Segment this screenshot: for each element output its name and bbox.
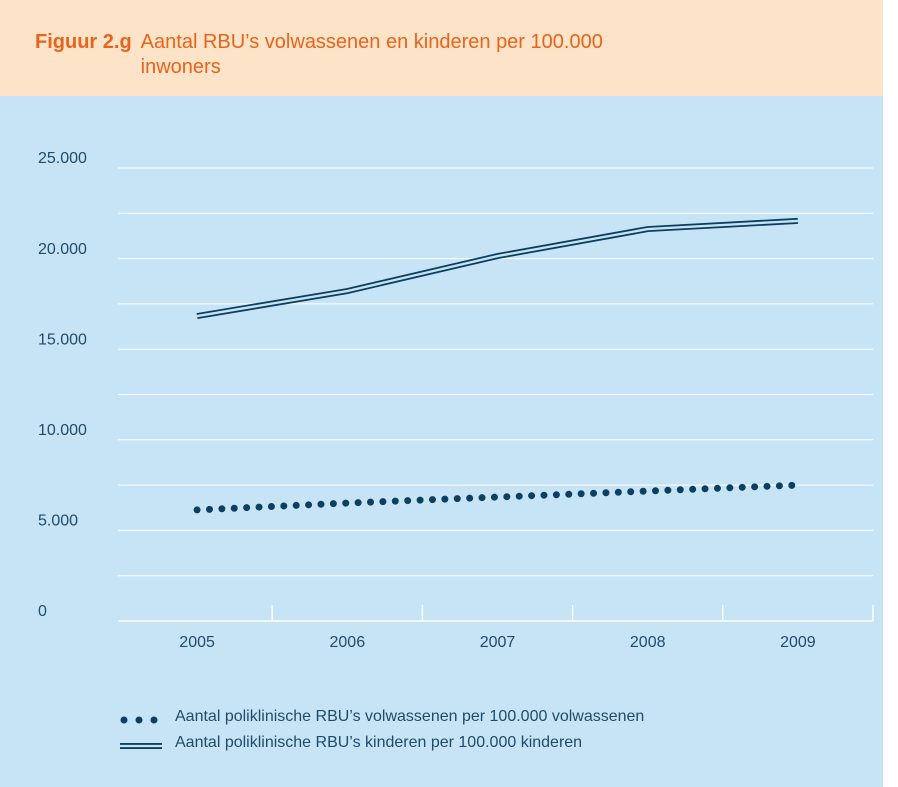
figure-label: Figuur 2.g: [35, 31, 132, 53]
y-tick-label: 20.000: [38, 241, 87, 258]
x-tick-label: 2009: [780, 634, 816, 651]
y-tick-label: 5.000: [38, 513, 78, 530]
x-tick-label: 2005: [179, 634, 215, 651]
y-tick-label: 0: [38, 603, 47, 620]
y-tick-label: 25.000: [38, 150, 87, 167]
header: Figuur 2.g Aantal RBU’s volwassenen en k…: [0, 0, 883, 96]
y-tick-label: 15.000: [38, 331, 87, 348]
y-tick-label: 10.000: [38, 422, 87, 439]
chart-title: Aantal RBU’s volwassenen en kinderen per…: [140, 31, 603, 78]
x-tick-label: 2007: [480, 634, 516, 651]
series-line: [193, 481, 802, 514]
series-line-inner: [196, 219, 798, 318]
legend-label: Aantal poliklinische RBU’s volwassenen p…: [175, 708, 644, 725]
plot-background: [0, 96, 883, 787]
chart: 0 5.000 10.000 15.000 20.000 25.000 2005 2006 20…: [0, 96, 883, 787]
x-tick-label: 2006: [330, 634, 366, 651]
legend-label: Aantal poliklinische RBU’s kinderen per …: [175, 734, 582, 751]
x-tick-label: 2008: [630, 634, 666, 651]
